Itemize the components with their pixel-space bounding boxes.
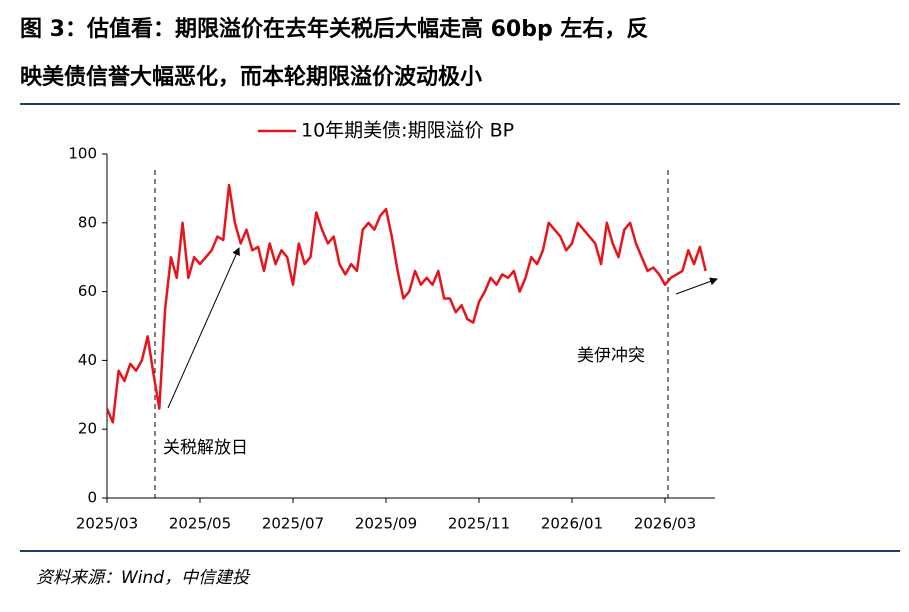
title-line: 图 3：估值看：期限溢价在去年关税后大幅走高 60bp 左右，反 — [20, 16, 648, 42]
y-tick-label: 40 — [78, 351, 97, 369]
legend-label: 10年期美债:期限溢价 BP — [301, 120, 514, 142]
y-tick-label: 0 — [87, 489, 97, 507]
y-tick-label: 80 — [78, 213, 97, 231]
annotation: 美伊冲突 — [577, 346, 645, 366]
title-line: 映美债信誉大幅恶化，而本轮期限溢价波动极小 — [20, 64, 482, 90]
x-tick-label: 2025/11 — [448, 515, 510, 533]
x-tick-label: 2025/09 — [355, 515, 417, 533]
line — [105, 183, 707, 424]
x-tick-label: 2026/03 — [634, 515, 696, 533]
x-tick-label: 2025/05 — [169, 515, 231, 533]
y-tick-label: 20 — [78, 420, 97, 438]
x-tick-label: 2025/03 — [76, 515, 138, 533]
annotation: 关税解放日 — [163, 438, 248, 458]
y-tick-label: 100 — [68, 145, 97, 163]
arrow — [675, 277, 718, 295]
x-tick-label: 2025/07 — [262, 515, 324, 533]
x-tick-label: 2026/01 — [541, 515, 603, 533]
source: 资料来源：Wind，中信建投 — [36, 568, 251, 588]
arrow — [167, 247, 240, 409]
y-tick-label: 60 — [78, 282, 97, 300]
